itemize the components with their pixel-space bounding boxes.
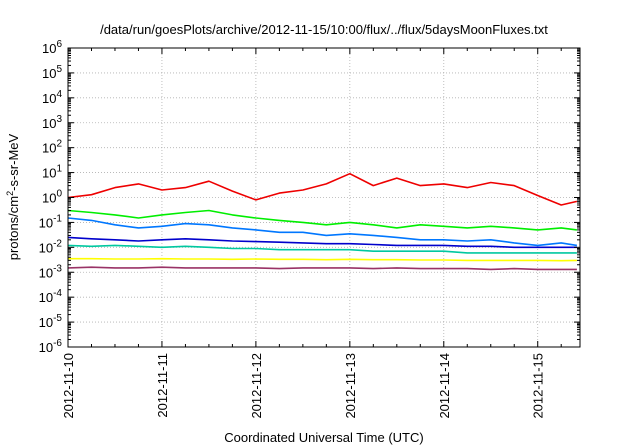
grid bbox=[68, 48, 580, 347]
x-tick-label: 2012-11-13 bbox=[343, 353, 358, 419]
y-tick-label: 105 bbox=[42, 64, 62, 81]
y-tick-label: 10-1 bbox=[39, 213, 63, 230]
series-line bbox=[67, 217, 578, 247]
x-tick-label: 2012-11-12 bbox=[249, 353, 264, 419]
y-tick-label: 10-4 bbox=[39, 288, 63, 305]
x-tick-label: 2012-11-14 bbox=[437, 353, 452, 419]
x-tick-label: 2012-11-10 bbox=[61, 353, 76, 419]
y-axis-label: protons/cm2-s-sr-MeV bbox=[5, 133, 21, 260]
y-tick-label: 106 bbox=[42, 39, 62, 56]
y-tick-label: 101 bbox=[42, 164, 62, 181]
x-axis: 2012-11-10 2012-11-11 2012-11-12 2012-11-13… bbox=[61, 48, 562, 419]
series-line bbox=[67, 172, 578, 206]
x-axis-label: Coordinated Universal Time (UTC) bbox=[224, 430, 423, 445]
series-line bbox=[67, 266, 577, 271]
series-line bbox=[67, 236, 577, 249]
series-lines bbox=[67, 172, 578, 271]
y-tick-label: 100 bbox=[42, 189, 62, 206]
y-tick-label: 10-2 bbox=[39, 238, 63, 255]
x-tick-label: 2012-11-15 bbox=[531, 353, 546, 419]
y-tick-label: 10-3 bbox=[39, 263, 63, 280]
y-axis: 106 105 104 103 102 101 100 10-1 10-2 10-3 10-4 10-… bbox=[39, 39, 580, 355]
y-tick-label: 10-6 bbox=[39, 338, 63, 355]
y-tick-label: 10-5 bbox=[39, 313, 63, 330]
series-line bbox=[67, 244, 577, 254]
chart-title: /data/run/goesPlots/archive/2012-11-15/1… bbox=[100, 22, 548, 37]
y-tick-label: 102 bbox=[42, 139, 62, 156]
series-line bbox=[68, 257, 577, 262]
y-tick-label: 103 bbox=[42, 114, 62, 131]
x-tick-label: 2012-11-11 bbox=[155, 353, 170, 418]
y-tick-label: 104 bbox=[42, 89, 62, 106]
series-line bbox=[67, 209, 578, 231]
